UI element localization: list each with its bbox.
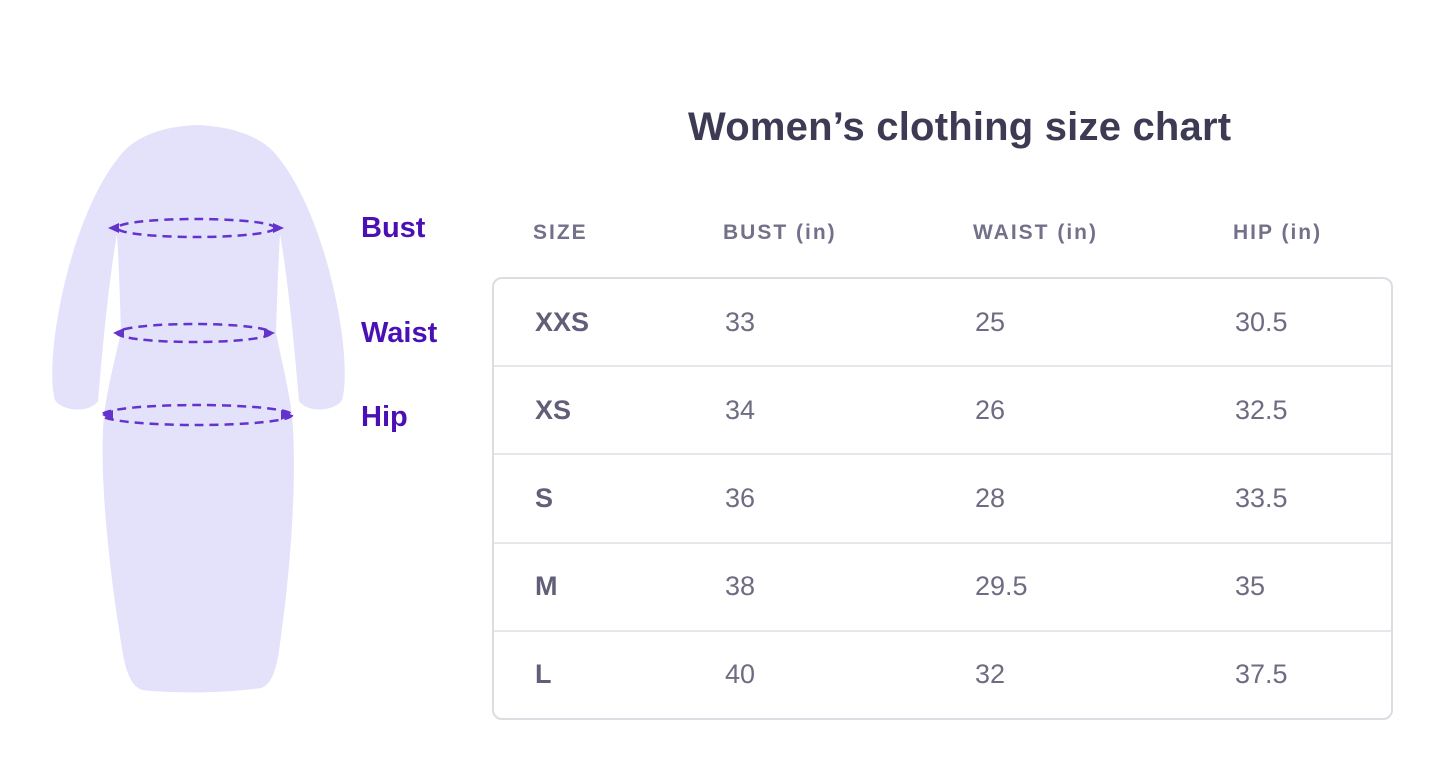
measurement-cell: 28 <box>975 483 1006 513</box>
size-table-body: XXS 33 25 30.5 XS 34 26 32.5 S 36 28 33.5 M 38 29.5 35 L… <box>492 277 1393 720</box>
size-table-header: SIZE BUST (in) WAIST (in) HIP (in) <box>492 215 1393 251</box>
table-row: XS 34 26 32.5 <box>494 365 1391 453</box>
measurement-cell: 32.5 <box>1235 394 1288 425</box>
hip-measure-arrows <box>102 410 292 420</box>
table-row: XXS 33 25 30.5 <box>494 279 1391 365</box>
measurement-cell: 30.5 <box>1235 306 1288 337</box>
size-cell: XXS <box>535 306 590 337</box>
table-row: S 36 28 33.5 <box>494 453 1391 541</box>
page-title: Women’s clothing size chart <box>688 105 1232 149</box>
size-cell: S <box>535 483 554 513</box>
waist-label: Waist <box>361 317 438 349</box>
table-row: M 38 29.5 35 <box>494 541 1391 630</box>
bust-measure-arrows <box>108 223 284 233</box>
measurement-cell: 25 <box>975 306 1006 337</box>
column-header-waist: WAIST (in) <box>973 221 1098 244</box>
measurement-cell: 33.5 <box>1235 483 1288 513</box>
hip-label: Hip <box>361 401 408 433</box>
column-header-bust: BUST (in) <box>723 221 837 244</box>
measurement-cell: 33 <box>725 306 756 337</box>
measurement-cell: 38 <box>725 571 756 602</box>
waist-measure-arrows <box>113 328 275 338</box>
measurement-cell: 36 <box>725 483 756 513</box>
measurement-cell: 37.5 <box>1235 659 1288 690</box>
measurement-cell: 32 <box>975 659 1006 690</box>
column-header-size: SIZE <box>533 221 588 244</box>
table-row: L 40 32 37.5 <box>494 629 1391 718</box>
size-cell: XS <box>535 394 572 425</box>
bust-label: Bust <box>361 212 426 244</box>
measurement-cell: 40 <box>725 659 756 690</box>
dress-illustration <box>52 125 345 693</box>
size-cell: M <box>535 571 558 602</box>
measurement-cell: 26 <box>975 394 1006 425</box>
measurement-cell: 35 <box>1235 571 1266 602</box>
dress-silhouette <box>52 125 345 693</box>
measurement-cell: 34 <box>725 394 756 425</box>
column-header-hip: HIP (in) <box>1233 221 1323 244</box>
size-cell: L <box>535 659 552 690</box>
measurement-cell: 29.5 <box>975 571 1028 602</box>
